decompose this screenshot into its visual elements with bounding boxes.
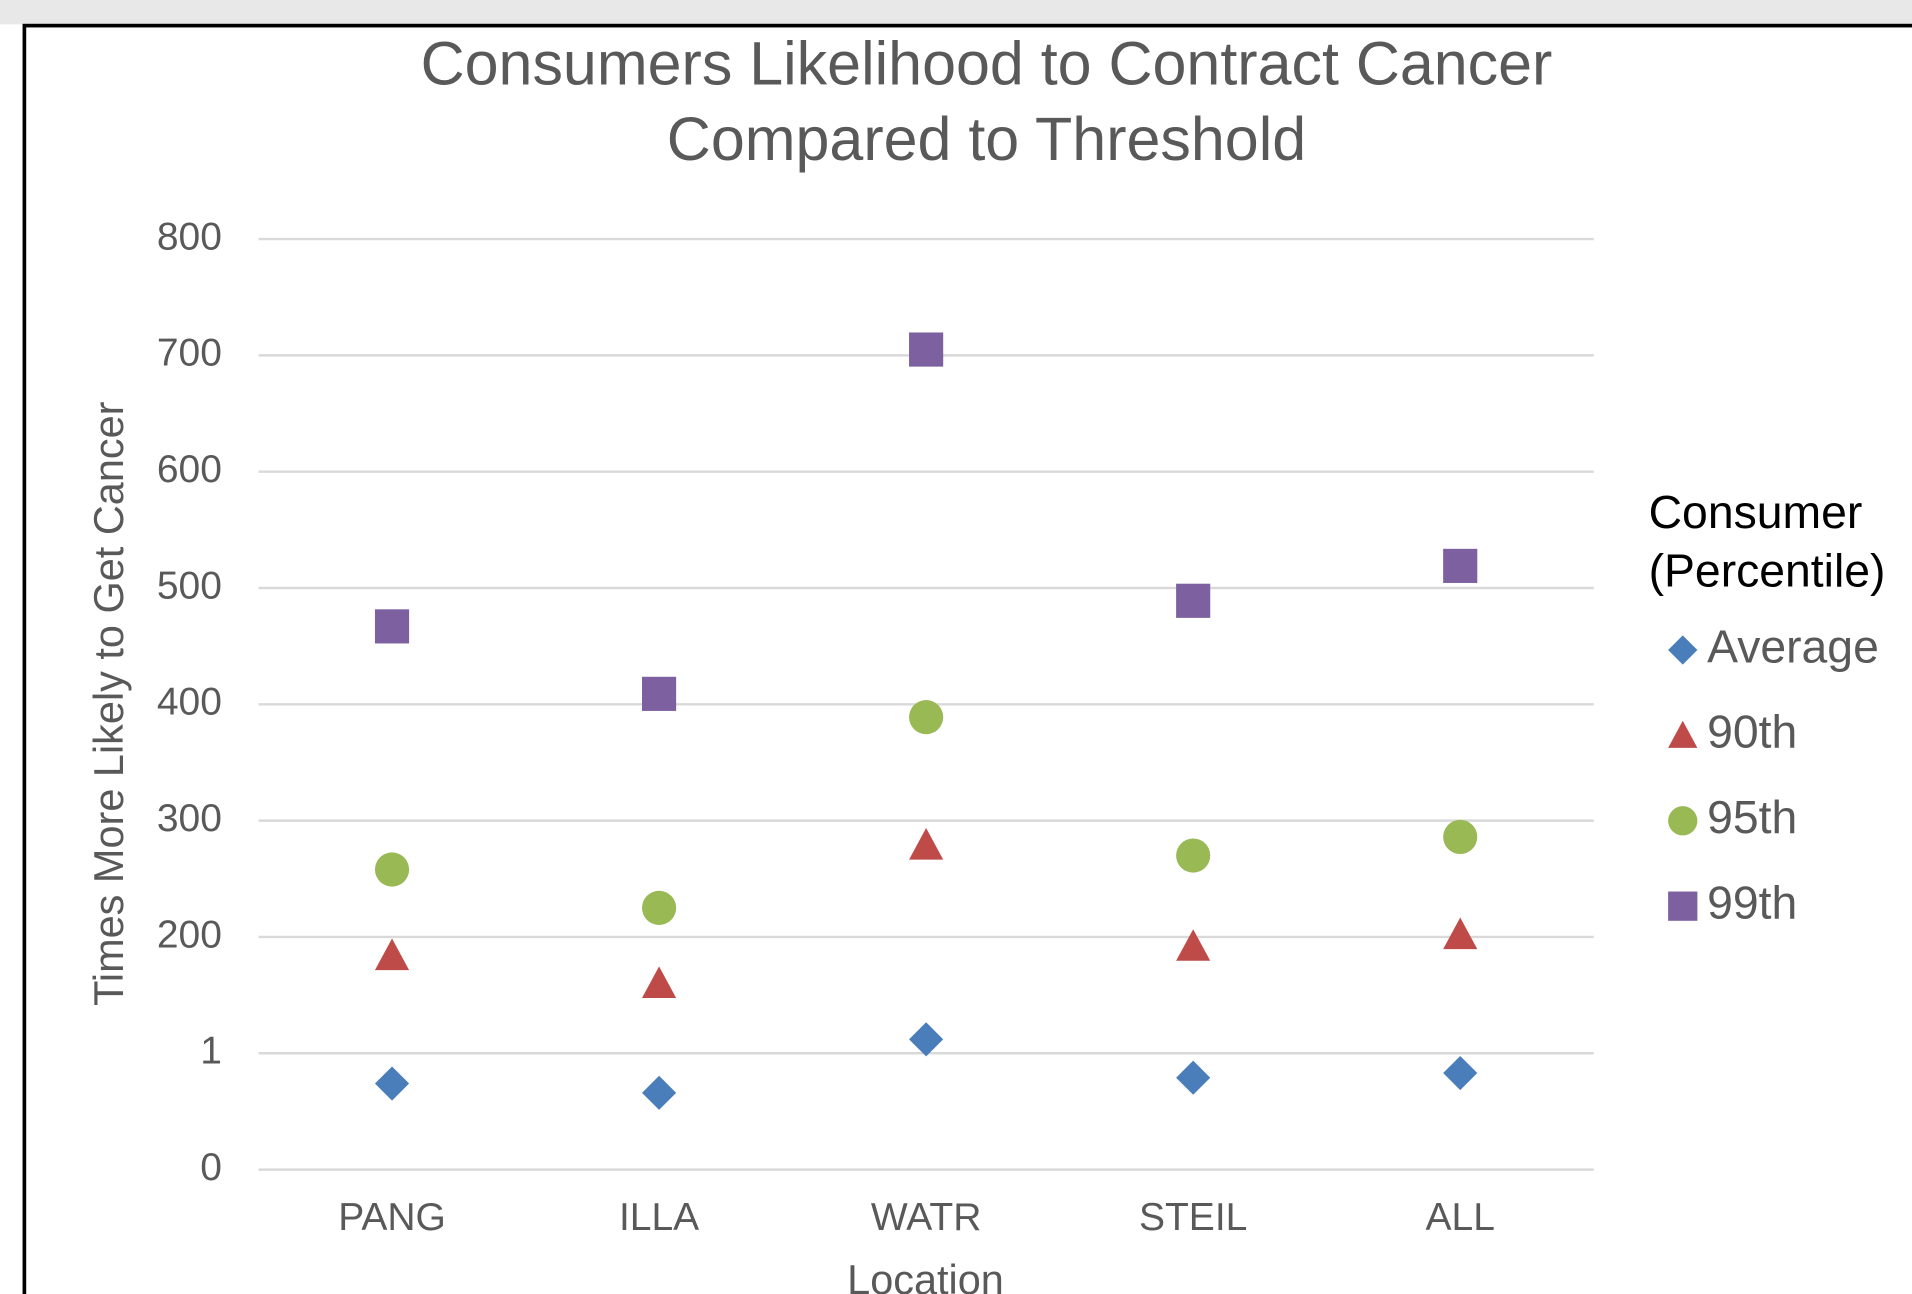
data-point [1443,548,1478,583]
data-point [1176,838,1211,873]
data-point [1443,819,1478,855]
x-tick-label: ALL [1426,1196,1495,1239]
legend-title: (Percentile) [1649,545,1886,597]
chart-frame [22,23,1912,1294]
data-point [909,332,944,367]
y-tick-label: 800 [157,215,222,258]
x-tick-label: STEIL [1139,1196,1247,1239]
y-tick-label: 500 [157,564,222,607]
legend-marker [1668,891,1698,921]
y-tick-label: 1 [200,1030,222,1073]
legend-label: Average [1707,620,1879,672]
y-tick-label: 200 [157,913,222,956]
data-point [642,676,677,711]
data-point [374,1066,410,1101]
y-axis-title: Times More Likely to Get Cancer [85,401,132,1006]
legend-marker [1668,635,1698,665]
data-point [1443,917,1478,950]
y-tick-label: 600 [157,448,222,491]
legend-marker [1668,806,1698,836]
y-tick-label: 400 [157,681,222,724]
data-point [374,938,410,971]
data-point [1176,929,1211,961]
legend-label: 95th [1707,791,1797,843]
y-tick-label: 700 [157,332,222,375]
data-point [642,966,677,999]
x-axis-title: Location [847,1256,1004,1294]
legend-label: 99th [1707,876,1797,928]
data-point [909,827,944,860]
chart-title: Compared to Threshold [667,105,1306,173]
chart-title: Consumers Likelihood to Contract Cancer [421,29,1553,97]
data-point [374,609,410,644]
x-tick-label: WATR [871,1196,982,1239]
data-point [909,700,944,735]
data-point [642,1075,677,1110]
x-tick-label: PANG [338,1196,446,1239]
legend-title: Consumer [1649,486,1863,538]
data-point [374,852,410,887]
data-point [1443,1055,1478,1091]
x-tick-label: ILLA [619,1196,699,1239]
data-point [1176,583,1211,618]
data-point [642,890,677,925]
data-point [1176,1060,1211,1095]
data-point [909,1022,944,1057]
legend-marker [1668,720,1698,748]
y-tick-label: 300 [157,797,222,840]
y-tick-label: 0 [200,1146,222,1189]
legend-label: 90th [1707,706,1797,758]
top-bar [0,0,1912,25]
